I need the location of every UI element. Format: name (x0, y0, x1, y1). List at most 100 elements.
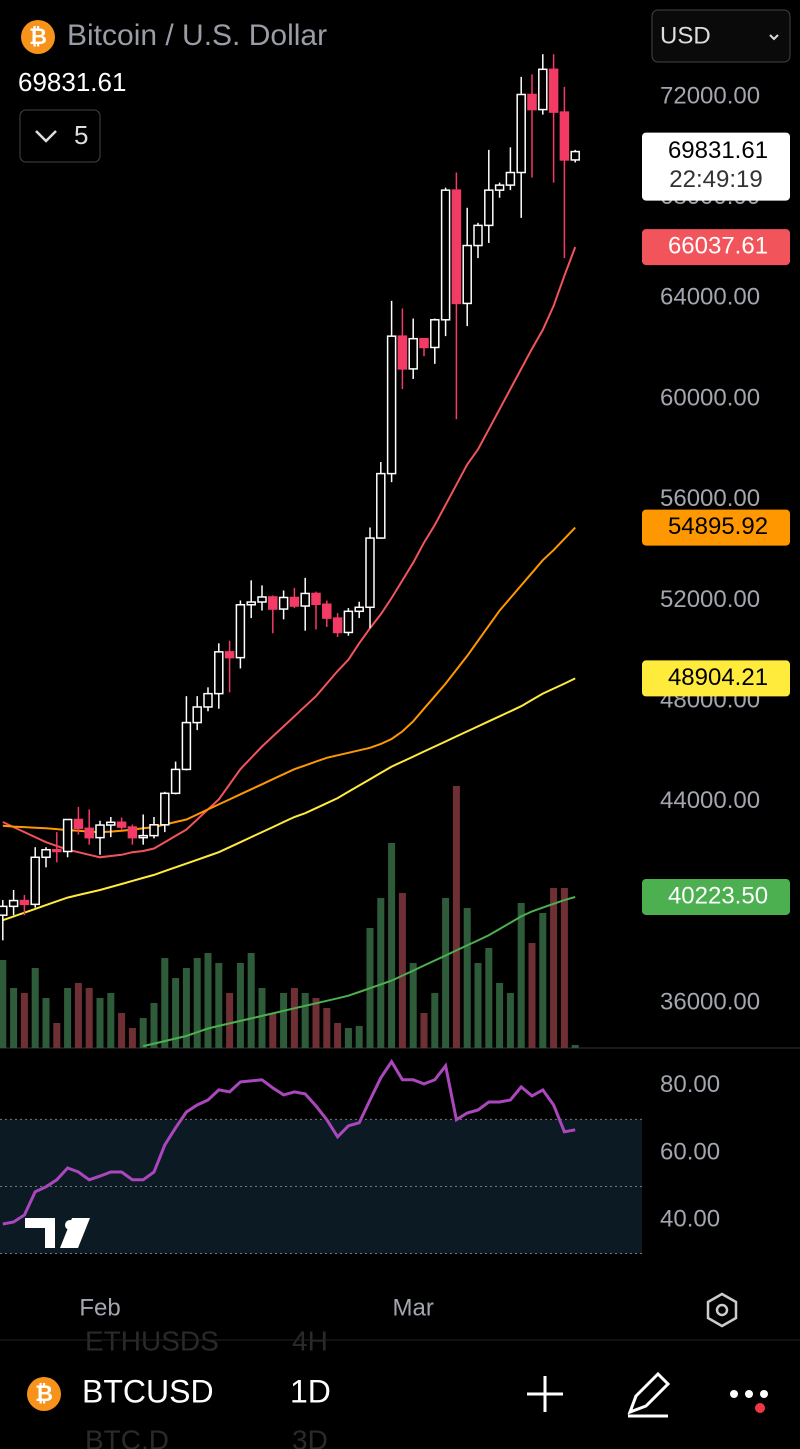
x-tick-label: Mar (393, 1294, 434, 1321)
candle-body (30, 856, 40, 906)
currency: USD (660, 22, 711, 49)
volume-bar (323, 1008, 331, 1048)
volume-bar (150, 1003, 158, 1048)
price-label-box (642, 132, 790, 201)
moving-average (142, 896, 576, 1048)
candle-body (203, 692, 213, 708)
price-label: 69831.61 (668, 137, 768, 164)
volume-bar (269, 1013, 277, 1048)
toolbar-symbol[interactable]: BTCUSD (82, 1373, 214, 1409)
indicator-count: 5 (74, 120, 88, 150)
candle-body (52, 848, 62, 853)
volume-bar (139, 1018, 147, 1048)
volume-bar (420, 1013, 428, 1048)
candle-body (397, 335, 408, 370)
y-tick-label: 52000.00 (660, 586, 760, 613)
candle-body (268, 596, 278, 610)
volume-bar (258, 988, 266, 1048)
volume-bar (377, 898, 385, 1048)
candle-body (278, 596, 289, 610)
coin-glyph: ₿ (35, 1381, 53, 1406)
coin-glyph: ₿ (29, 24, 47, 49)
ghost-symbol: ETHUSDS (85, 1325, 219, 1356)
candle-body (160, 792, 170, 826)
draw-button[interactable] (627, 1371, 671, 1418)
y-tick-label: 36000.00 (660, 989, 760, 1016)
volume-bar (64, 988, 72, 1048)
ghost-list: ETHUSDS 4H BTC.D 3D (85, 1325, 328, 1449)
volume-bar (118, 1013, 126, 1048)
volume-bar (301, 993, 309, 1048)
candle-body (516, 93, 526, 174)
candle-body (494, 184, 505, 191)
settings-icon (715, 1303, 729, 1317)
volume-bar (496, 983, 504, 1048)
volume-bar (485, 948, 493, 1048)
volume-bar (560, 888, 568, 1048)
moving-average (2, 246, 577, 859)
volume-bar (452, 786, 460, 1048)
price-label: 48904.21 (668, 664, 768, 691)
settings-button[interactable] (706, 1292, 738, 1328)
candle-body (322, 603, 332, 619)
moving-average (2, 677, 576, 922)
candle-body (332, 617, 343, 634)
y-tick-label: 60000.00 (660, 384, 760, 411)
candle-body (386, 335, 397, 475)
volume-bar (204, 953, 212, 1048)
volume-bar (409, 963, 417, 1048)
volume-bar (236, 963, 244, 1048)
volume-bar (53, 1023, 61, 1048)
toolbar-interval[interactable]: 1D (290, 1373, 331, 1409)
volume-bar (290, 988, 298, 1048)
volume-bar (398, 893, 406, 1048)
rsi-tick-label: 40.00 (660, 1205, 720, 1232)
y-tick-label: 56000.00 (660, 485, 760, 512)
volume-bar (20, 993, 28, 1048)
candle-body (538, 68, 548, 111)
volume-bar (528, 943, 536, 1048)
volume-bar (74, 983, 82, 1048)
volume-bar (161, 958, 169, 1048)
candle-body (473, 224, 483, 247)
chevron (35, 130, 57, 143)
price-label: 54895.92 (668, 513, 768, 540)
volume-bar (42, 998, 50, 1048)
more-button[interactable] (730, 1390, 768, 1413)
candle-body (116, 821, 127, 828)
candle-body (419, 337, 429, 349)
volume-bar (506, 993, 514, 1048)
volume-bar (182, 968, 190, 1048)
ghost-interval: 4H (292, 1325, 328, 1356)
coin-icon (27, 1377, 61, 1411)
y-tick-label: 64000.00 (660, 284, 760, 311)
candle-body (73, 818, 84, 830)
candle-body (570, 150, 580, 161)
volume-bar (539, 913, 547, 1048)
volume-bar (172, 978, 180, 1048)
volume-bar (193, 958, 201, 1048)
countdown: 22:49:19 (669, 166, 762, 193)
volume-bar (96, 998, 104, 1048)
rsi-line (2, 1058, 576, 1226)
candle-body (224, 651, 235, 659)
candle-body (300, 592, 310, 607)
candle-body (527, 93, 537, 111)
volume-bar (355, 1026, 363, 1048)
volume-bar (128, 1028, 136, 1048)
indicator-toggle[interactable] (19, 109, 101, 163)
volume-bar (442, 898, 450, 1048)
candle-body (170, 768, 181, 795)
ghost-interval: 3D (292, 1424, 328, 1449)
candle-body (181, 721, 192, 771)
chevron (769, 34, 779, 41)
tv-logo-dot (65, 1220, 75, 1230)
ghost-symbol: BTC.D (85, 1424, 169, 1449)
currency-select[interactable] (651, 9, 791, 63)
volume-bar (334, 1023, 342, 1048)
candle-body (106, 821, 116, 826)
add-button[interactable] (527, 1376, 563, 1412)
candle-body (484, 189, 494, 227)
rsi-tick-label: 60.00 (660, 1138, 720, 1165)
price-label-box (642, 660, 790, 697)
